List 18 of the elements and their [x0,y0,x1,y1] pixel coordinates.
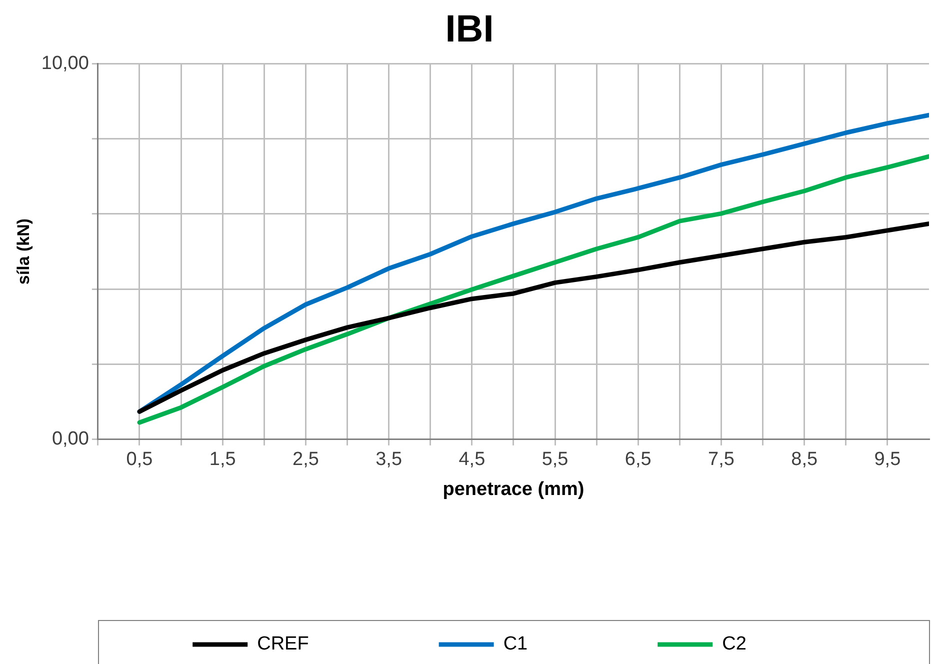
x-tick-label: 8,5 [791,449,818,470]
x-axis-title: penetrace (mm) [442,478,584,500]
x-tick-label: 2,5 [292,449,319,470]
y-tick-label: 10,00 [41,52,89,74]
legend-label: C2 [722,634,746,655]
x-tick-label: 7,5 [708,449,734,470]
x-tick-label: 6,5 [624,449,652,470]
x-tick-label: 9,5 [874,449,901,470]
x-tick-label: 0,5 [126,449,153,470]
x-tick-label: 5,5 [542,449,568,470]
x-tick-label: 1,5 [209,449,236,470]
legend-label: CREF [257,634,309,655]
x-tick-label: 4,5 [458,449,486,470]
chart-title: IBI [445,8,494,50]
y-axis-title: síla (kN) [14,218,33,285]
legend-label: C1 [503,634,528,655]
x-tick-label: 3,5 [376,449,402,470]
y-tick-label: 0,00 [52,428,89,450]
